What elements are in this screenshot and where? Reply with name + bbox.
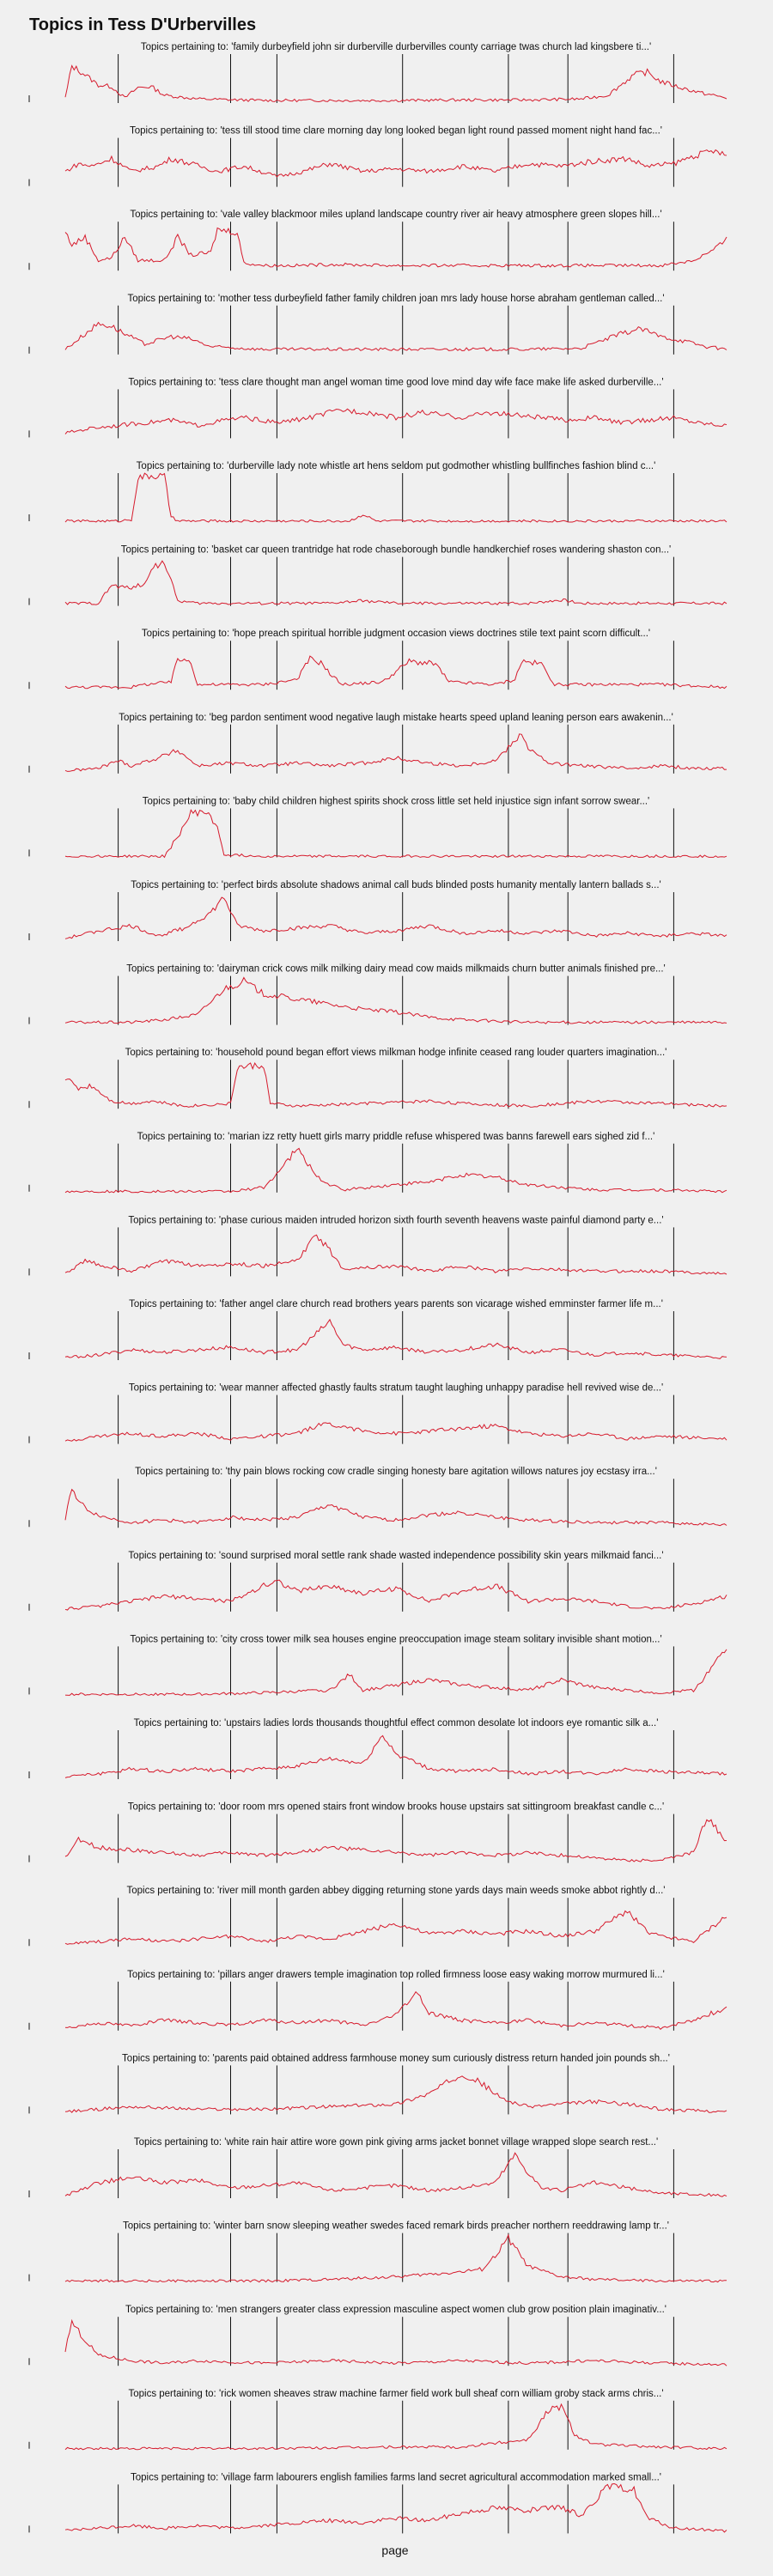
panel-title: Topics pertaining to: 'marian izz retty …	[137, 1132, 655, 1142]
topic-series-line	[64, 149, 727, 178]
panel-title: Topics pertaining to: 'door room mrs ope…	[128, 1802, 664, 1813]
panel-title: Topics pertaining to: 'tess clare though…	[128, 377, 663, 387]
topic-series-line	[64, 2233, 727, 2283]
topic-series-line	[64, 2075, 727, 2113]
panel-title: Topics pertaining to: 'father angel clar…	[129, 1299, 663, 1309]
chart-panel: Topics pertaining to: 'wear manner affec…	[28, 1383, 727, 1444]
chart-panel: Topics pertaining to: 'household pound b…	[28, 1048, 727, 1109]
panel-title: Topics pertaining to: 'baby child childr…	[143, 796, 650, 806]
topic-series-line	[64, 2482, 727, 2533]
chart-panel: Topics pertaining to: 'tess clare though…	[28, 377, 727, 439]
topic-series-line	[64, 560, 727, 605]
chart-panel: Topics pertaining to: 'rick women sheave…	[28, 2389, 727, 2451]
chart-title: Topics in Tess D'Urbervilles	[29, 15, 257, 34]
topic-series-line	[64, 733, 727, 772]
chart-panel: Topics pertaining to: 'dairyman crick co…	[28, 964, 727, 1025]
panel-title: Topics pertaining to: 'winter barn snow …	[123, 2221, 669, 2232]
panel-title: Topics pertaining to: 'basket car queen …	[121, 545, 672, 556]
chart-panel: Topics pertaining to: 'white rain hair a…	[28, 2137, 727, 2198]
panel-title: Topics pertaining to: 'white rain hair a…	[134, 2137, 658, 2148]
panel-title: Topics pertaining to: 'thy pain blows ro…	[135, 1467, 657, 1477]
topic-series-line	[64, 408, 727, 434]
topic-series-line	[64, 1990, 727, 2030]
panel-title: Topics pertaining to: 'durberville lady …	[137, 461, 656, 471]
chart-panel: Topics pertaining to: 'marian izz retty …	[28, 1132, 727, 1194]
chart-panel: Topics pertaining to: 'basket car queen …	[28, 545, 727, 606]
chart-panel: Topics pertaining to: 'river mill month …	[28, 1886, 727, 1947]
chart-panel: Topics pertaining to: 'parents paid obta…	[28, 2053, 727, 2115]
topic-series-line	[64, 1147, 727, 1194]
chart-panel: Topics pertaining to: 'durberville lady …	[28, 461, 727, 523]
panel-title: Topics pertaining to: 'rick women sheave…	[128, 2389, 663, 2399]
topic-series-line	[64, 1422, 727, 1442]
panel-title: Topics pertaining to: 'upstairs ladies l…	[134, 1718, 659, 1728]
panel-title: Topics pertaining to: 'beg pardon sentim…	[119, 713, 673, 723]
panel-title: Topics pertaining to: 'wear manner affec…	[129, 1383, 663, 1394]
chart-panel: Topics pertaining to: 'pillars anger dra…	[28, 1970, 727, 2031]
panel-title: Topics pertaining to: 'river mill month …	[127, 1886, 666, 1896]
panel-title: Topics pertaining to: 'hope preach spiri…	[142, 629, 650, 639]
panel-title: Topics pertaining to: 'parents paid obta…	[122, 2053, 670, 2063]
topic-series-line	[64, 896, 727, 939]
panel-title: Topics pertaining to: 'mother tess durbe…	[127, 294, 664, 304]
panel-title: Topics pertaining to: 'family durbeyfiel…	[141, 42, 651, 52]
panel-title: Topics pertaining to: 'vale valley black…	[130, 210, 661, 220]
chart-panel: Topics pertaining to: 'sound surprised m…	[28, 1551, 727, 1612]
panel-title: Topics pertaining to: 'tess till stood t…	[130, 126, 662, 137]
topic-series-line	[64, 2318, 727, 2366]
chart-panel: Topics pertaining to: 'hope preach spiri…	[28, 629, 727, 690]
panel-title: Topics pertaining to: 'pillars anger dra…	[127, 1970, 665, 1980]
topic-series-line	[64, 472, 727, 523]
topic-series-line	[64, 1735, 727, 1778]
topic-series-line	[64, 1318, 727, 1359]
topic-series-line	[64, 321, 727, 352]
panel-title: Topics pertaining to: 'city cross tower …	[130, 1634, 661, 1644]
chart-panel: Topics pertaining to: 'door room mrs ope…	[28, 1802, 727, 1863]
chart-panel: Topics pertaining to: 'thy pain blows ro…	[28, 1467, 727, 1528]
topic-series-line	[64, 227, 727, 268]
chart-panel: Topics pertaining to: 'upstairs ladies l…	[28, 1718, 727, 1779]
x-axis-label: page	[381, 2543, 409, 2557]
topic-series-line	[64, 976, 727, 1024]
panel-title: Topics pertaining to: 'men strangers gre…	[125, 2305, 666, 2315]
topic-series-line	[64, 64, 727, 103]
panel-title: Topics pertaining to: 'dairyman crick co…	[126, 964, 666, 975]
topic-series-line	[64, 2403, 727, 2451]
panel-title: Topics pertaining to: 'village farm labo…	[131, 2472, 661, 2482]
topic-series-line	[64, 1062, 727, 1108]
chart-panel: Topics pertaining to: 'village farm labo…	[28, 2472, 727, 2534]
panel-title: Topics pertaining to: 'sound surprised m…	[128, 1551, 663, 1561]
chart-panel: Topics pertaining to: 'men strangers gre…	[28, 2305, 727, 2366]
topic-series-line	[64, 809, 727, 859]
topic-series-line	[64, 1910, 727, 1945]
chart-panel: Topics pertaining to: 'phase curious mai…	[28, 1215, 727, 1277]
topic-series-line	[64, 1234, 727, 1275]
chart-panel: Topics pertaining to: 'tess till stood t…	[28, 126, 727, 187]
topic-series-line	[64, 1649, 727, 1697]
topic-series-line	[64, 1579, 727, 1611]
panel-title: Topics pertaining to: 'household pound b…	[125, 1048, 667, 1058]
topic-series-line	[64, 1488, 727, 1527]
topic-series-line	[64, 1819, 727, 1862]
chart-panel: Topics pertaining to: 'perfect birds abs…	[28, 880, 727, 941]
chart-panel: Topics pertaining to: 'vale valley black…	[28, 210, 727, 271]
panel-title: Topics pertaining to: 'phase curious mai…	[128, 1215, 663, 1225]
chart-panel: Topics pertaining to: 'baby child childr…	[28, 796, 727, 859]
chart-panel: Topics pertaining to: 'beg pardon sentim…	[28, 713, 727, 774]
topic-series-line	[64, 2152, 727, 2197]
chart-panel: Topics pertaining to: 'winter barn snow …	[28, 2221, 727, 2283]
chart-panel: Topics pertaining to: 'father angel clar…	[28, 1299, 727, 1360]
chart-panel: Topics pertaining to: 'family durbeyfiel…	[28, 42, 727, 103]
panel-title: Topics pertaining to: 'perfect birds abs…	[131, 880, 660, 890]
topic-series-line	[64, 655, 727, 690]
chart-panel: Topics pertaining to: 'city cross tower …	[28, 1634, 727, 1697]
chart-panel: Topics pertaining to: 'mother tess durbe…	[28, 294, 727, 355]
